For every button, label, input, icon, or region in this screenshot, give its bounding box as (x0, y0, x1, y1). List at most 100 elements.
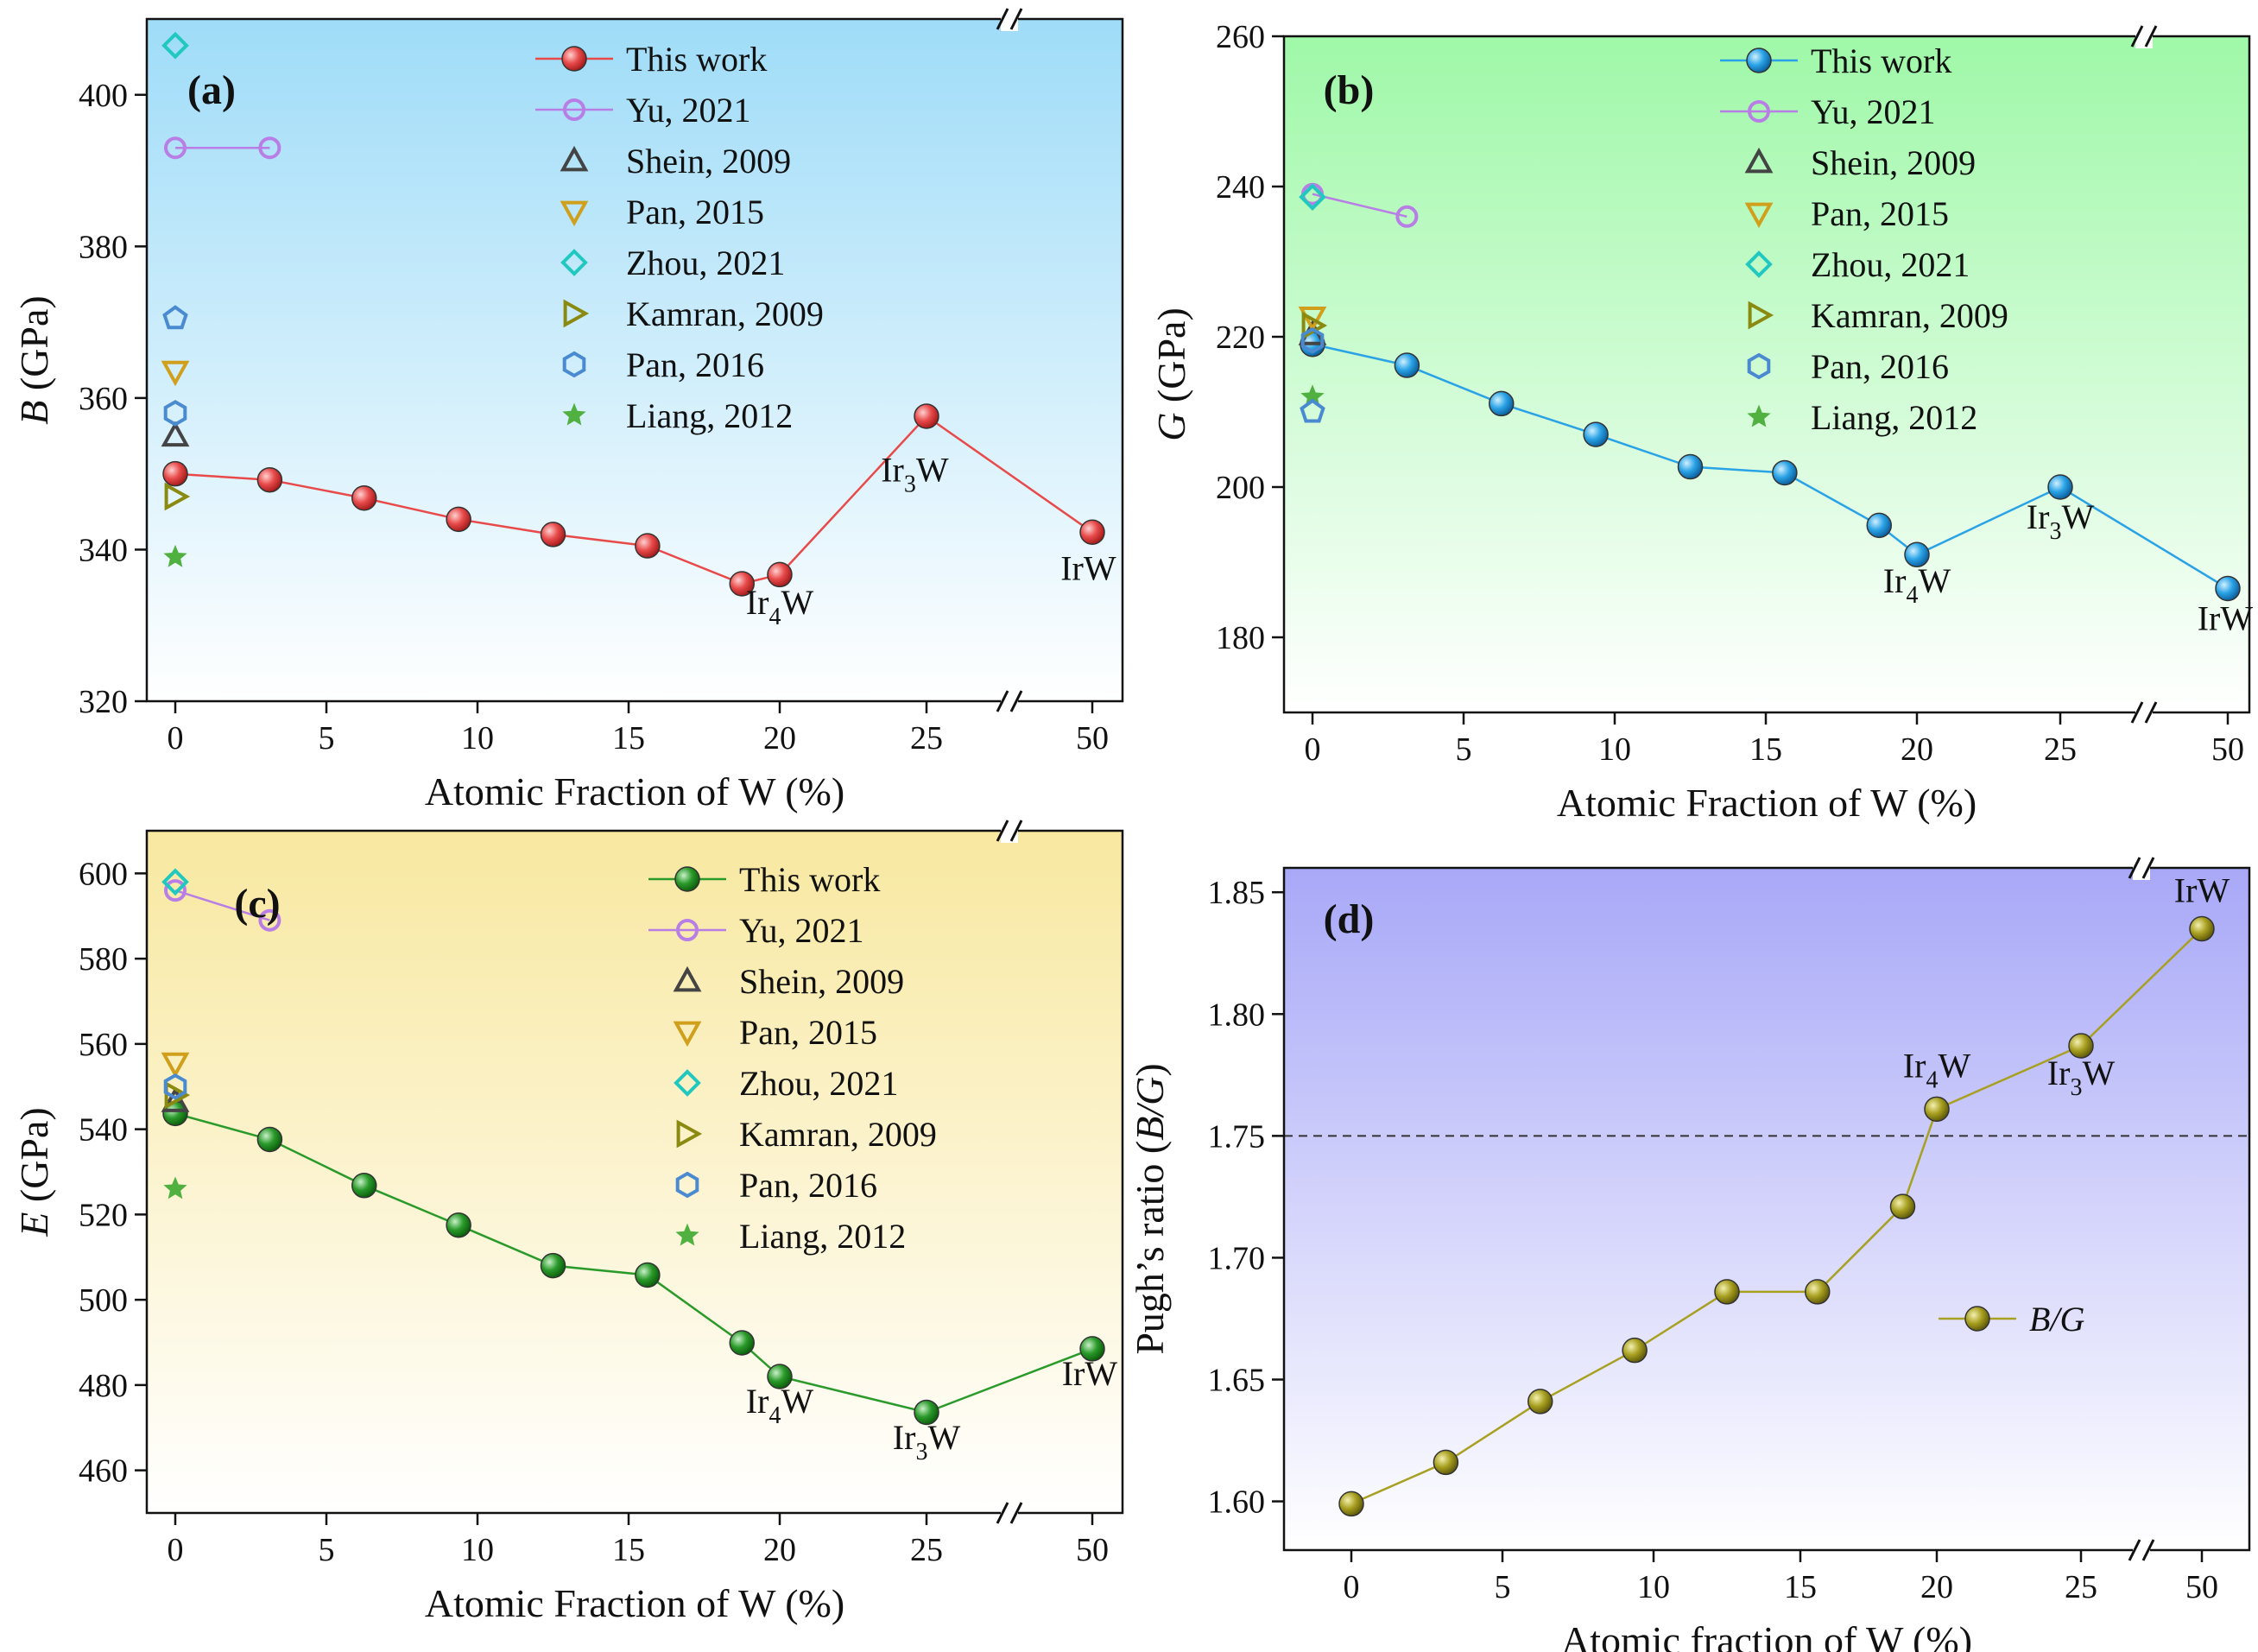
data-point (163, 544, 187, 567)
legend-marker (561, 46, 587, 72)
x-tick-label: 0 (1305, 731, 1321, 768)
series-extra (162, 305, 188, 330)
axis-break-top (996, 819, 1023, 843)
x-tick-label: 50 (1076, 1532, 1109, 1568)
series-yu-2021 (164, 879, 281, 932)
legend-label: Zhou, 2021 (626, 244, 785, 282)
point-annotation: IrW (1060, 549, 1116, 588)
x-axis-title: Atomic Fraction of W (%) (425, 1581, 844, 1625)
axis-break-bottom (996, 1501, 1023, 1525)
y-tick-label: 1.75 (1208, 1118, 1266, 1155)
y-tick-label: 460 (79, 1453, 128, 1490)
x-tick-label: 10 (1637, 1569, 1670, 1605)
data-point (161, 31, 189, 60)
data-point (162, 305, 188, 330)
legend-marker (675, 1223, 699, 1246)
x-tick-label: 25 (910, 720, 943, 756)
x-tick-label: 50 (1076, 720, 1109, 756)
series-extra (1300, 398, 1325, 423)
legend-marker (562, 351, 586, 378)
data-point (540, 1252, 566, 1279)
series-pan-2015 (1298, 306, 1327, 332)
x-tick-label: 20 (763, 1532, 796, 1568)
legend-marker (1748, 100, 1770, 123)
legend-label: Shein, 2009 (1811, 143, 1976, 182)
y-axis-title: B (GPa) (12, 295, 56, 424)
legend: This work Yu, 2021 Shein, 2009 Pan, 2015 Zho… (1720, 41, 2008, 437)
legend-label: Kamran, 2009 (739, 1115, 937, 1154)
legend-marker (560, 249, 588, 276)
series-b-g (1338, 915, 2215, 1517)
y-tick-label: 520 (79, 1197, 128, 1233)
y-tick-label: 320 (79, 684, 128, 720)
axis-break-bottom (2130, 700, 2158, 725)
point-annotation: Ir4W (1903, 1047, 1971, 1094)
x-tick-label: 50 (2211, 731, 2244, 768)
panel-c: 460 480 500 520 540 560 580 600 0 5 10 15 20 25 50 Ir4W… (12, 819, 1124, 1625)
data-point (161, 868, 189, 896)
series-pan-2015 (161, 1052, 190, 1079)
series-line (174, 415, 1093, 585)
axis-break-bottom (2128, 1538, 2155, 1562)
series-line (1312, 193, 1407, 218)
y-tick-label: 180 (1216, 620, 1265, 656)
data-point (914, 1399, 939, 1426)
legend-marker (673, 965, 702, 992)
y-tick-label: 540 (79, 1112, 128, 1149)
axis-break-top (996, 7, 1023, 31)
legend: This work Yu, 2021 Shein, 2009 Pan, 2015 Zho… (648, 860, 937, 1256)
legend-label: Shein, 2009 (739, 962, 904, 1001)
x-tick-label: 10 (461, 1532, 494, 1568)
axis-break-top (2128, 856, 2155, 880)
legend-label: Kamran, 2009 (626, 294, 824, 333)
series-line (1350, 927, 2203, 1505)
data-point (256, 466, 283, 493)
data-point (258, 908, 281, 932)
x-tick-label: 5 (1495, 1569, 1511, 1605)
data-point (161, 1052, 190, 1079)
data-point (351, 1173, 377, 1199)
data-point (2047, 474, 2073, 500)
data-point (161, 360, 190, 387)
y-tick-label: 1.65 (1208, 1363, 1266, 1399)
y-tick-label: 580 (79, 941, 128, 978)
legend-label: Zhou, 2021 (1811, 245, 1970, 284)
legend-marker (674, 866, 700, 892)
series-pan-2016 (1300, 326, 1325, 354)
y-tick-label: 560 (79, 1027, 128, 1063)
x-tick-label: 25 (2065, 1569, 2097, 1605)
y-axis-title: Pugh’s ratio (B/G) (1128, 1063, 1172, 1354)
data-point (1300, 326, 1325, 354)
panel-b: 180 200 220 240 260 0 5 10 15 20 25 50 Ir4W Ir3W IrW (b… (1149, 19, 2253, 825)
data-point (729, 571, 755, 597)
legend-label: Pan, 2016 (739, 1166, 877, 1205)
series-liang-2012 (163, 544, 187, 567)
axis-frame (145, 17, 1124, 703)
x-tick-label: 20 (763, 720, 796, 756)
point-annotation: Ir3W (893, 1418, 961, 1465)
legend-marker (1745, 250, 1773, 278)
data-point (1924, 1096, 1950, 1123)
x-axis-title: Atomic Fraction of W (%) (425, 769, 844, 813)
legend-marker (676, 1119, 703, 1149)
panel-label: (a) (187, 67, 236, 113)
axis-break-bottom (996, 689, 1023, 713)
legend-label: Zhou, 2021 (739, 1064, 898, 1103)
axis-frame (145, 829, 1124, 1515)
legend-marker (674, 1069, 701, 1097)
y-axis-title: E (GPa) (12, 1107, 56, 1237)
legend-label: Liang, 2012 (626, 396, 793, 435)
legend-marker (1746, 47, 1772, 73)
legend-marker (1748, 301, 1774, 330)
data-point (1433, 1449, 1459, 1476)
x-tick-label: 25 (910, 1532, 943, 1568)
point-annotation: IrW (2174, 871, 2230, 910)
x-axis-title: Atomic Fraction of W (%) (1557, 781, 1977, 825)
legend-label: This work (626, 40, 767, 79)
y-tick-label: 600 (79, 856, 128, 892)
point-annotation: IrW (2198, 598, 2254, 637)
legend-marker (562, 402, 586, 426)
panel-label: (d) (1324, 896, 1375, 942)
x-tick-label: 15 (612, 1532, 645, 1568)
x-tick-label: 25 (2044, 731, 2077, 768)
